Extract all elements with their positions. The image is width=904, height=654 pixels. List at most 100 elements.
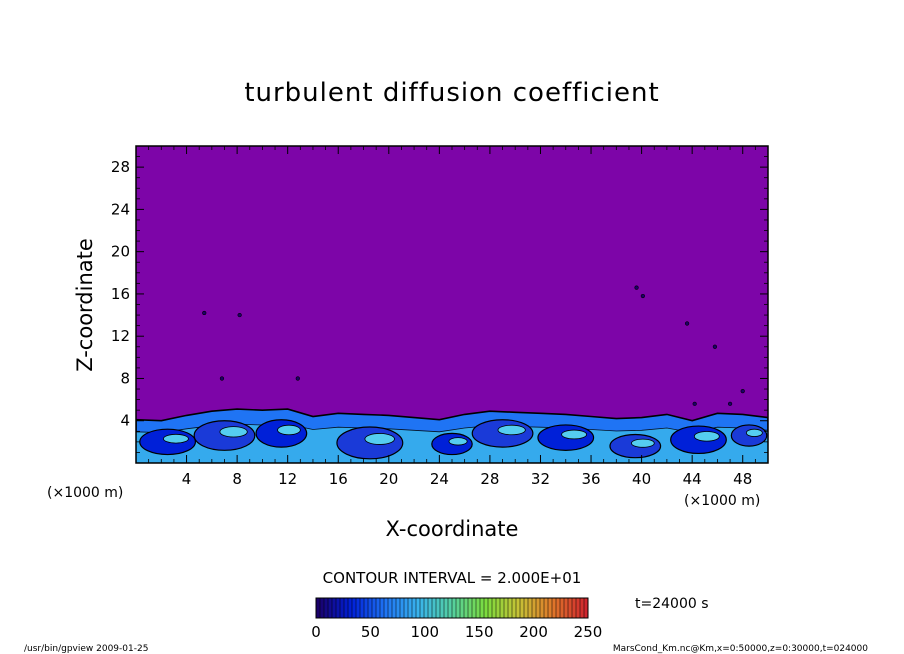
colorbar-swatch xyxy=(368,598,373,618)
colorbar-swatch xyxy=(468,598,473,618)
colorbar-swatch xyxy=(456,598,461,618)
colorbar-frame xyxy=(315,597,589,619)
colorbar-swatch xyxy=(328,598,333,618)
x-tick-label: 40 xyxy=(632,470,651,488)
speck xyxy=(692,401,697,406)
speck xyxy=(727,401,733,406)
x-tick-label: 44 xyxy=(683,470,702,488)
colorbar-swatch xyxy=(584,598,589,618)
colorbar-swatch xyxy=(376,598,381,618)
y-tick-label: 28 xyxy=(111,158,130,176)
colorbar-swatch xyxy=(380,598,385,618)
colorbar-swatch xyxy=(344,598,349,618)
colorbar-tick-label: 100 xyxy=(410,623,439,641)
colorbar-swatch xyxy=(332,598,337,618)
x-tick-label: 20 xyxy=(379,470,398,488)
colorbar-swatch xyxy=(360,598,365,618)
colorbar: 0 50 100 150 200 250 xyxy=(311,597,603,641)
colorbar-swatch xyxy=(356,598,361,618)
colorbar-swatch xyxy=(540,598,545,618)
speck xyxy=(219,376,225,381)
eddy-core xyxy=(163,433,189,444)
colorbar-swatch xyxy=(412,598,417,618)
x-tick-label: 8 xyxy=(232,470,242,488)
colorbar-swatch xyxy=(352,598,357,618)
x-tick-label: 12 xyxy=(278,470,297,488)
eddy-core xyxy=(219,426,248,438)
eddy-core xyxy=(561,429,588,440)
colorbar-swatch xyxy=(512,598,517,618)
colorbar-swatch xyxy=(388,598,393,618)
colorbar-swatch xyxy=(484,598,489,618)
colorbar-swatch xyxy=(548,598,553,618)
colorbar-swatch xyxy=(316,598,321,618)
colorbar-tick-label: 50 xyxy=(361,623,380,641)
x-tick-label: 24 xyxy=(430,470,449,488)
colorbar-swatch xyxy=(404,598,409,618)
footer-left: /usr/bin/gpview 2009-01-25 xyxy=(24,644,148,654)
colorbar-swatch xyxy=(420,598,425,618)
eddy-core xyxy=(277,424,301,436)
colorbar-swatch xyxy=(544,598,549,618)
colorbar-swatch xyxy=(444,598,449,618)
x-tick-label: 16 xyxy=(329,470,348,488)
x-tick-label: 32 xyxy=(531,470,550,488)
colorbar-swatch xyxy=(528,598,533,618)
colorbar-swatch xyxy=(424,598,429,618)
colorbar-swatch xyxy=(472,598,477,618)
time-label: t=24000 s xyxy=(635,596,709,612)
colorbar-swatch xyxy=(488,598,493,618)
y-tick-label: 8 xyxy=(120,369,130,387)
x-tick-label: 4 xyxy=(182,470,192,488)
eddy-core xyxy=(497,424,526,436)
x-axis: 4 8 12 16 20 24 28 32 36 40 44 48 xyxy=(148,146,756,488)
colorbar-swatch xyxy=(372,598,377,618)
colorbar-swatch xyxy=(416,598,421,618)
x-unit-left: (×1000 m) xyxy=(47,485,123,501)
y-axis-label: Z-coordinate xyxy=(73,238,97,372)
y-tick-label: 24 xyxy=(111,200,130,218)
speck xyxy=(202,310,207,316)
colorbar-swatch xyxy=(560,598,565,618)
colorbar-swatch xyxy=(364,598,369,618)
speck xyxy=(295,376,300,381)
colorbar-swatch xyxy=(504,598,509,618)
colorbar-swatch xyxy=(440,598,445,618)
y-tick-label: 16 xyxy=(111,285,130,303)
colorbar-swatch xyxy=(348,598,353,618)
speck xyxy=(740,389,745,394)
colorbar-swatch xyxy=(324,598,329,618)
colorbar-swatch xyxy=(428,598,433,618)
colorbar-swatch xyxy=(492,598,497,618)
colorbar-swatch xyxy=(564,598,569,618)
colorbar-swatch xyxy=(460,598,465,618)
colorbar-tick-label: 200 xyxy=(519,623,548,641)
eddy-core xyxy=(364,433,395,445)
x-tick-label: 48 xyxy=(733,470,752,488)
colorbar-swatch xyxy=(464,598,469,618)
colorbar-swatch xyxy=(500,598,505,618)
y-axis: 4 8 12 16 20 24 28 xyxy=(111,156,768,453)
colorbar-swatch xyxy=(520,598,525,618)
chart-title: turbulent diffusion coefficient xyxy=(244,78,659,108)
colorbar-swatch xyxy=(576,598,581,618)
colorbar-swatch xyxy=(524,598,529,618)
colorbar-tick-label: 250 xyxy=(574,623,603,641)
colorbar-swatch xyxy=(408,598,413,618)
colorbar-swatch xyxy=(400,598,405,618)
x-axis-label: X-coordinate xyxy=(386,517,519,541)
y-tick-label: 20 xyxy=(111,243,130,261)
colorbar-swatch xyxy=(448,598,453,618)
colorbar-swatch xyxy=(508,598,513,618)
colorbar-tick-label: 0 xyxy=(311,623,321,641)
colorbar-swatch xyxy=(568,598,573,618)
colorbar-swatch xyxy=(552,598,557,618)
colorbar-swatch xyxy=(452,598,457,618)
colorbar-swatch xyxy=(320,598,325,618)
colorbar-swatch xyxy=(476,598,481,618)
speck xyxy=(237,312,242,318)
colorbar-swatch xyxy=(572,598,577,618)
eddy-core xyxy=(448,437,468,446)
